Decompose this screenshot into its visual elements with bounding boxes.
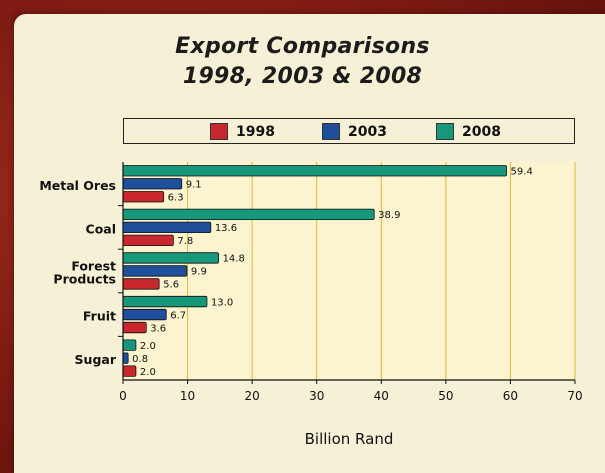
- legend-swatch-2003: [322, 123, 340, 140]
- bar-2008-0: [122, 165, 507, 177]
- bar-label-1998-0: 6.3: [168, 193, 184, 204]
- category-label-0-0: Metal Ores: [39, 178, 116, 193]
- category-label-2-1: Products: [53, 272, 116, 287]
- x-tick-label-20: 20: [245, 389, 260, 403]
- bar-label-1998-1: 7.8: [177, 236, 193, 247]
- bar-label-2008-3: 13.0: [211, 297, 233, 308]
- x-tick-label-50: 50: [438, 389, 453, 403]
- bar-label-2003-3: 6.7: [170, 310, 186, 321]
- category-label-2-0: Forest: [71, 259, 116, 274]
- bar-label-2008-1: 38.9: [378, 210, 400, 221]
- x-tick-label-40: 40: [374, 389, 389, 403]
- legend-label-2003: 2003: [348, 124, 387, 140]
- bar-label-2003-2: 9.9: [191, 267, 207, 278]
- x-tick-label-0: 0: [119, 389, 127, 403]
- bar-2008-3: [122, 295, 208, 308]
- bar-2008-2: [122, 252, 219, 264]
- bar-1998-1: [122, 234, 174, 247]
- bar-label-2008-4: 2.0: [140, 341, 156, 352]
- bar-2003-3: [122, 308, 167, 321]
- chart-legend: 1998 2003 2008: [123, 118, 575, 144]
- bar-label-2003-4: 0.8: [132, 354, 148, 365]
- bar-2003-2: [122, 265, 188, 277]
- bar-2003-1: [122, 221, 212, 234]
- bar-1998-4: [122, 365, 137, 377]
- x-tick-label-70: 70: [567, 389, 582, 403]
- bar-label-1998-4: 2.0: [140, 367, 156, 378]
- bar-1998-0: [122, 191, 165, 203]
- chart-title: Export Comparisons: [175, 34, 430, 59]
- legend-label-2008: 2008: [462, 124, 501, 140]
- bar-2008-1: [122, 208, 375, 221]
- bar-2008-4: [122, 339, 137, 351]
- bar-label-2008-0: 59.4: [511, 167, 533, 178]
- x-tick-label-60: 60: [503, 389, 518, 403]
- bar-1998-2: [122, 278, 160, 290]
- bar-label-1998-3: 3.6: [150, 323, 166, 334]
- bar-2003-4: [122, 352, 129, 364]
- bar-label-2003-0: 9.1: [186, 180, 202, 191]
- bar-label-2003-1: 13.6: [215, 223, 237, 234]
- legend-swatch-2008: [436, 123, 454, 140]
- chart-subtitle: 1998, 2003 & 2008: [182, 64, 423, 89]
- x-tick-label-30: 30: [309, 389, 324, 403]
- legend-label-1998: 1998: [236, 124, 275, 140]
- x-axis-label: Billion Rand: [304, 430, 394, 448]
- category-label-3-0: Fruit: [83, 309, 116, 324]
- category-label-4-0: Sugar: [75, 352, 117, 367]
- bar-label-1998-2: 5.6: [163, 280, 179, 291]
- bar-1998-3: [122, 321, 147, 334]
- x-tick-label-10: 10: [180, 389, 195, 403]
- bar-2003-0: [122, 178, 183, 190]
- category-label-1-0: Coal: [86, 221, 116, 236]
- legend-swatch-1998: [210, 123, 228, 140]
- plot-area: [123, 162, 575, 380]
- bar-label-2008-2: 14.8: [223, 254, 245, 265]
